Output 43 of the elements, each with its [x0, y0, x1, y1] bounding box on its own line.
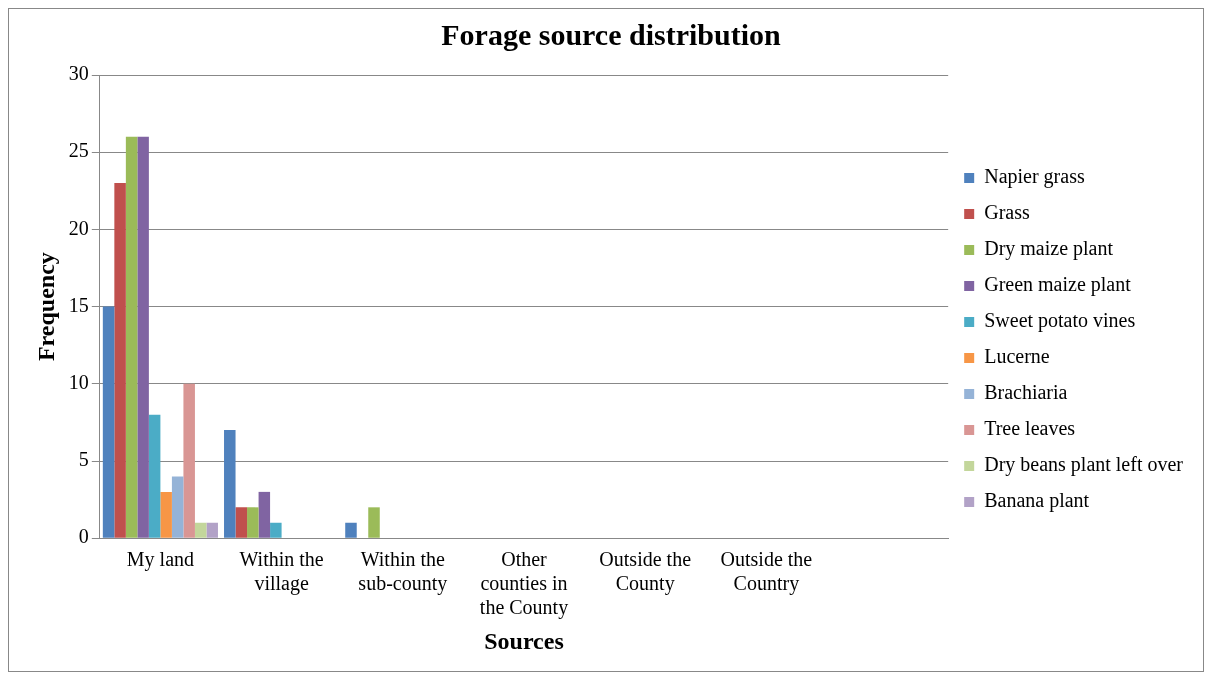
legend-label: Banana plant — [984, 489, 1090, 513]
bar — [137, 136, 149, 538]
x-axis-title: Sources — [484, 627, 564, 654]
legend-label: Grass — [984, 201, 1030, 224]
legend-label: Brachiaria — [984, 381, 1068, 404]
bar — [247, 507, 259, 538]
legend-label: Tree leaves — [984, 417, 1076, 440]
bar — [368, 507, 380, 538]
legend-label: Sweet potato vines — [984, 309, 1136, 333]
chart-title: Forage source distribution — [441, 17, 782, 51]
y-tick-label: 30 — [68, 62, 89, 85]
legend-label: Lucerne — [984, 345, 1050, 368]
y-axis-title: Frequency — [32, 252, 59, 362]
x-tick-label: Outside the County — [599, 548, 692, 596]
legend-label: Dry beans plant left over — [984, 453, 1184, 477]
bar — [345, 522, 357, 538]
bar — [235, 507, 248, 538]
legend-label: Dry maize plant — [984, 237, 1114, 261]
y-tick-label: 25 — [68, 139, 89, 162]
x-tick-label: Other counties in the County — [479, 548, 569, 620]
bar — [194, 522, 207, 538]
x-tick-label: Within the sub-county — [358, 548, 448, 596]
x-tick-label: Within the village — [239, 548, 324, 596]
legend-label: Green maize plant — [984, 273, 1132, 297]
x-tick-label: Outside the Country — [720, 548, 813, 596]
y-tick-label: 0 — [78, 525, 89, 548]
bar — [258, 491, 271, 538]
bar — [114, 183, 126, 538]
bar — [171, 476, 184, 538]
bar — [206, 522, 218, 538]
y-tick-label: 10 — [68, 371, 89, 394]
y-tick-label: 15 — [68, 293, 89, 316]
x-tick-label: My land — [126, 548, 195, 572]
legend-label: Napier grass — [984, 165, 1085, 189]
y-tick-label: 5 — [78, 448, 89, 471]
bar — [224, 430, 236, 538]
bar — [270, 522, 282, 538]
bar — [125, 136, 138, 538]
bar — [148, 414, 161, 538]
bar — [102, 306, 115, 538]
bar — [160, 491, 172, 538]
y-tick-label: 20 — [68, 216, 89, 239]
bar — [183, 383, 195, 538]
